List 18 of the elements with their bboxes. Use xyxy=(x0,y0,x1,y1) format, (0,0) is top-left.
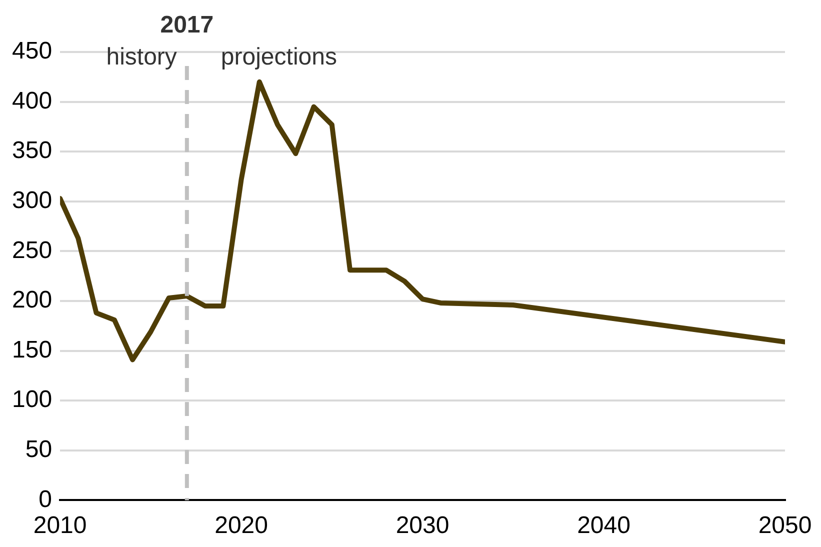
y-tick-label: 0 xyxy=(38,486,52,513)
y-tick-label: 100 xyxy=(12,386,52,414)
x-tick-label: 2010 xyxy=(33,512,87,540)
y-tick-label: 450 xyxy=(12,38,52,65)
x-tick-label: 2050 xyxy=(758,512,812,540)
annotation: history xyxy=(106,44,177,71)
annotation: projections xyxy=(220,44,337,71)
x-tick-label: 2020 xyxy=(214,512,268,540)
x-tick-label: 2040 xyxy=(577,512,630,540)
y-tick-label: 150 xyxy=(12,336,52,364)
x-tick-label: 2030 xyxy=(396,512,450,540)
ref-line-label: 2017 xyxy=(160,12,214,39)
y-tick-label: 50 xyxy=(25,436,52,464)
y-tick-label: 250 xyxy=(12,236,52,264)
y-tick-label: 350 xyxy=(12,137,52,164)
y-tick-label: 400 xyxy=(12,87,52,114)
y-tick-label: 300 xyxy=(12,187,52,214)
y-tick-label: 200 xyxy=(12,286,52,314)
